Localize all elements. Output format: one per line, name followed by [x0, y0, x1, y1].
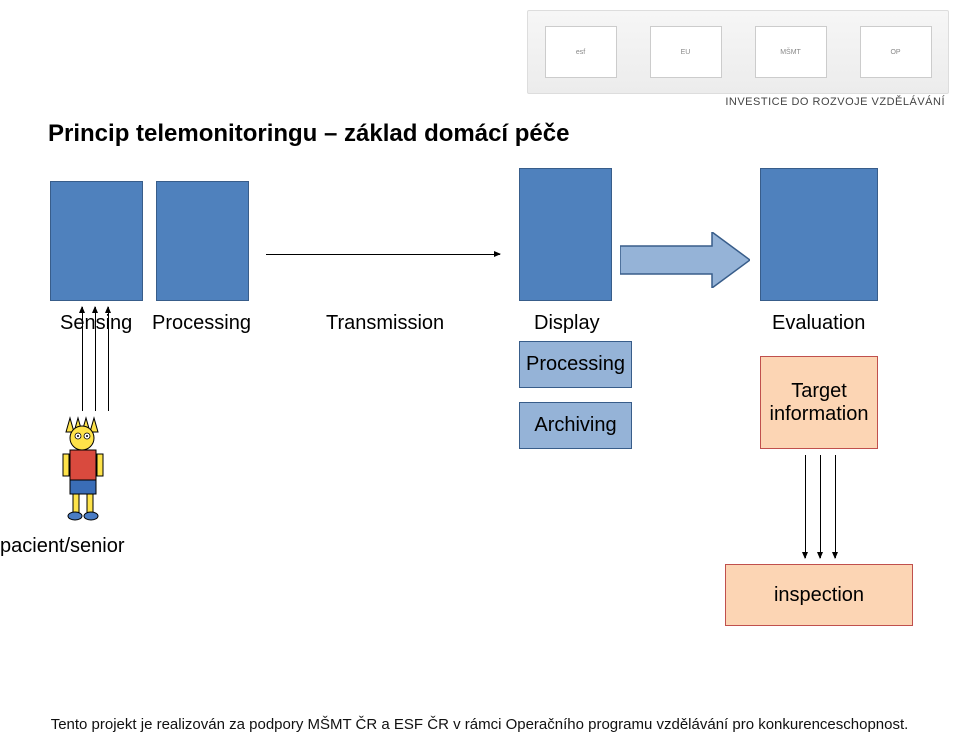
down-arrow-2	[820, 455, 821, 558]
logo-strip: esf EU MŠMT OP	[527, 10, 949, 94]
box-target: Target information	[760, 356, 878, 449]
patient-icon	[58, 414, 110, 522]
box-sensing	[50, 181, 143, 301]
logos-caption: INVESTICE DO ROZVOJE VZDĚLÁVÁNÍ	[725, 96, 945, 108]
label-sensing: Sensing	[60, 312, 132, 335]
box-evaluation	[760, 168, 878, 301]
footer-text: Tento projekt je realizován za podpory M…	[0, 716, 959, 733]
box-processing-right: Processing	[519, 341, 632, 388]
label-display: Display	[534, 312, 600, 335]
down-arrow-3	[835, 455, 836, 558]
logo-eu-icon: EU	[650, 26, 722, 78]
up-arrow-1	[82, 307, 83, 411]
logo-esf-icon: esf	[545, 26, 617, 78]
block-arrow-icon	[620, 232, 750, 288]
box-archiving: Archiving	[519, 402, 632, 449]
label-transmission: Transmission	[326, 312, 444, 335]
box-archiving-label: Archiving	[534, 414, 616, 437]
up-arrow-2	[95, 307, 96, 411]
page-title: Princip telemonitoringu – základ domácí …	[48, 120, 569, 148]
arrow-transmission	[266, 254, 500, 255]
box-processing-left	[156, 181, 249, 301]
box-inspection: inspection	[725, 564, 913, 626]
logo-op-icon: OP	[860, 26, 932, 78]
label-evaluation: Evaluation	[772, 312, 865, 335]
up-arrow-3	[108, 307, 109, 411]
box-processing-right-label: Processing	[526, 353, 625, 376]
logo-msmt-icon: MŠMT	[755, 26, 827, 78]
label-processing-left: Processing	[152, 312, 251, 335]
down-arrow-1	[805, 455, 806, 558]
box-display	[519, 168, 612, 301]
box-inspection-label: inspection	[774, 584, 864, 607]
label-patient: pacient/senior	[0, 535, 125, 558]
box-target-label: Target information	[761, 380, 877, 426]
